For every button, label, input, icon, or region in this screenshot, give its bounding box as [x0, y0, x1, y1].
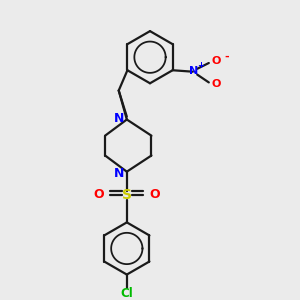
Text: +: +	[197, 61, 205, 70]
Text: Cl: Cl	[120, 287, 133, 300]
Text: O: O	[150, 188, 160, 201]
Text: O: O	[93, 188, 104, 201]
Text: N: N	[113, 112, 124, 124]
Text: S: S	[122, 188, 132, 202]
Text: N: N	[113, 167, 124, 180]
Text: O: O	[212, 80, 221, 89]
Text: -: -	[224, 51, 229, 61]
Text: O: O	[212, 56, 221, 66]
Text: N: N	[189, 66, 198, 76]
